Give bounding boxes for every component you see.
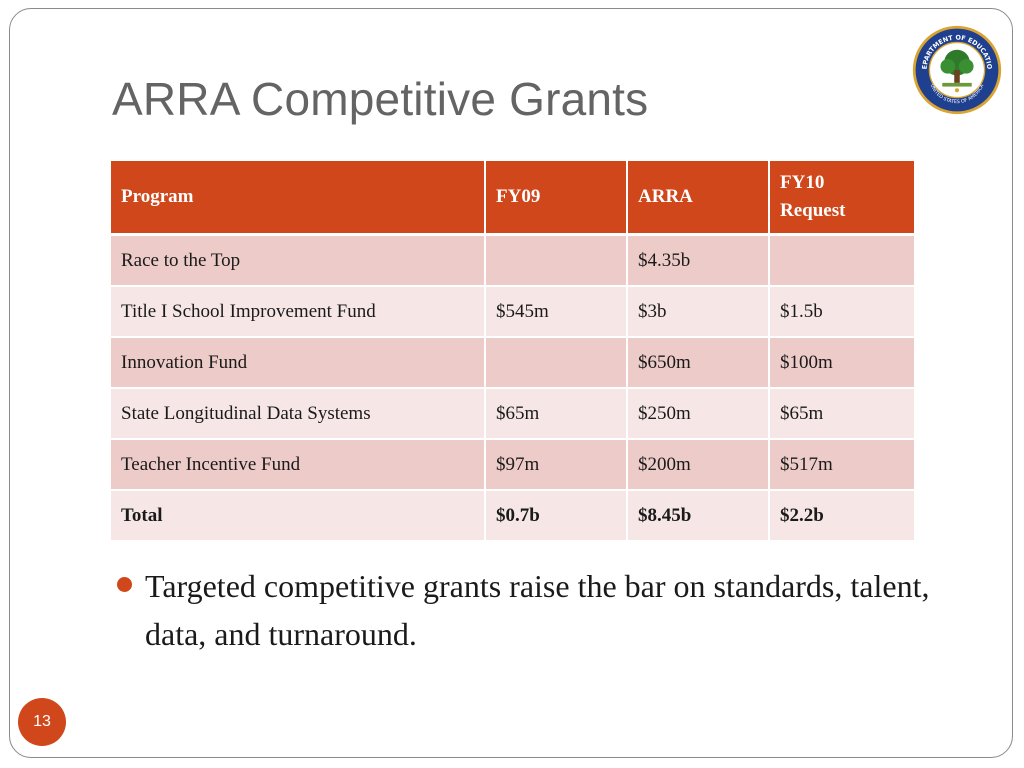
table-row: Teacher Incentive Fund $97m $200m $517m bbox=[111, 440, 914, 491]
table-row: Race to the Top $4.35b bbox=[111, 236, 914, 287]
bullet-text: Targeted competitive grants raise the ba… bbox=[145, 568, 930, 652]
table-row: Title I School Improvement Fund $545m $3… bbox=[111, 287, 914, 338]
table-total-row: Total $0.7b $8.45b $2.2b bbox=[111, 491, 914, 542]
cell-fy09: $97m bbox=[486, 440, 628, 491]
cell-total-label: Total bbox=[111, 491, 486, 542]
bullet-item: Targeted competitive grants raise the ba… bbox=[117, 562, 937, 658]
table-header-row: Program FY09 ARRA FY10 Request bbox=[111, 161, 914, 236]
header-fy09: FY09 bbox=[486, 161, 628, 236]
cell-program: State Longitudinal Data Systems bbox=[111, 389, 486, 440]
cell-fy09: $65m bbox=[486, 389, 628, 440]
cell-arra: $3b bbox=[628, 287, 770, 338]
cell-total-arra: $8.45b bbox=[628, 491, 770, 542]
cell-total-fy09: $0.7b bbox=[486, 491, 628, 542]
cell-program: Title I School Improvement Fund bbox=[111, 287, 486, 338]
cell-fy10: $100m bbox=[770, 338, 914, 389]
cell-arra: $650m bbox=[628, 338, 770, 389]
table-row: Innovation Fund $650m $100m bbox=[111, 338, 914, 389]
cell-program: Innovation Fund bbox=[111, 338, 486, 389]
department-of-education-seal-icon: DEPARTMENT OF EDUCATION UNITED STATES OF… bbox=[911, 24, 1002, 115]
header-program: Program bbox=[111, 161, 486, 236]
cell-program: Race to the Top bbox=[111, 236, 486, 287]
cell-fy09: $545m bbox=[486, 287, 628, 338]
cell-arra: $4.35b bbox=[628, 236, 770, 287]
cell-fy09 bbox=[486, 236, 628, 287]
cell-arra: $250m bbox=[628, 389, 770, 440]
table-row: State Longitudinal Data Systems $65m $25… bbox=[111, 389, 914, 440]
cell-fy10: $1.5b bbox=[770, 287, 914, 338]
cell-fy09 bbox=[486, 338, 628, 389]
cell-fy10: $65m bbox=[770, 389, 914, 440]
cell-total-fy10: $2.2b bbox=[770, 491, 914, 542]
cell-program: Teacher Incentive Fund bbox=[111, 440, 486, 491]
cell-arra: $200m bbox=[628, 440, 770, 491]
bullet-dot-icon bbox=[117, 577, 132, 592]
slide-title: ARRA Competitive Grants bbox=[112, 73, 649, 125]
header-arra: ARRA bbox=[628, 161, 770, 236]
header-fy10-request: FY10 Request bbox=[770, 161, 914, 236]
grants-table: Program FY09 ARRA FY10 Request Race to t… bbox=[111, 161, 914, 542]
cell-fy10 bbox=[770, 236, 914, 287]
cell-fy10: $517m bbox=[770, 440, 914, 491]
page-number: 13 bbox=[18, 698, 66, 746]
